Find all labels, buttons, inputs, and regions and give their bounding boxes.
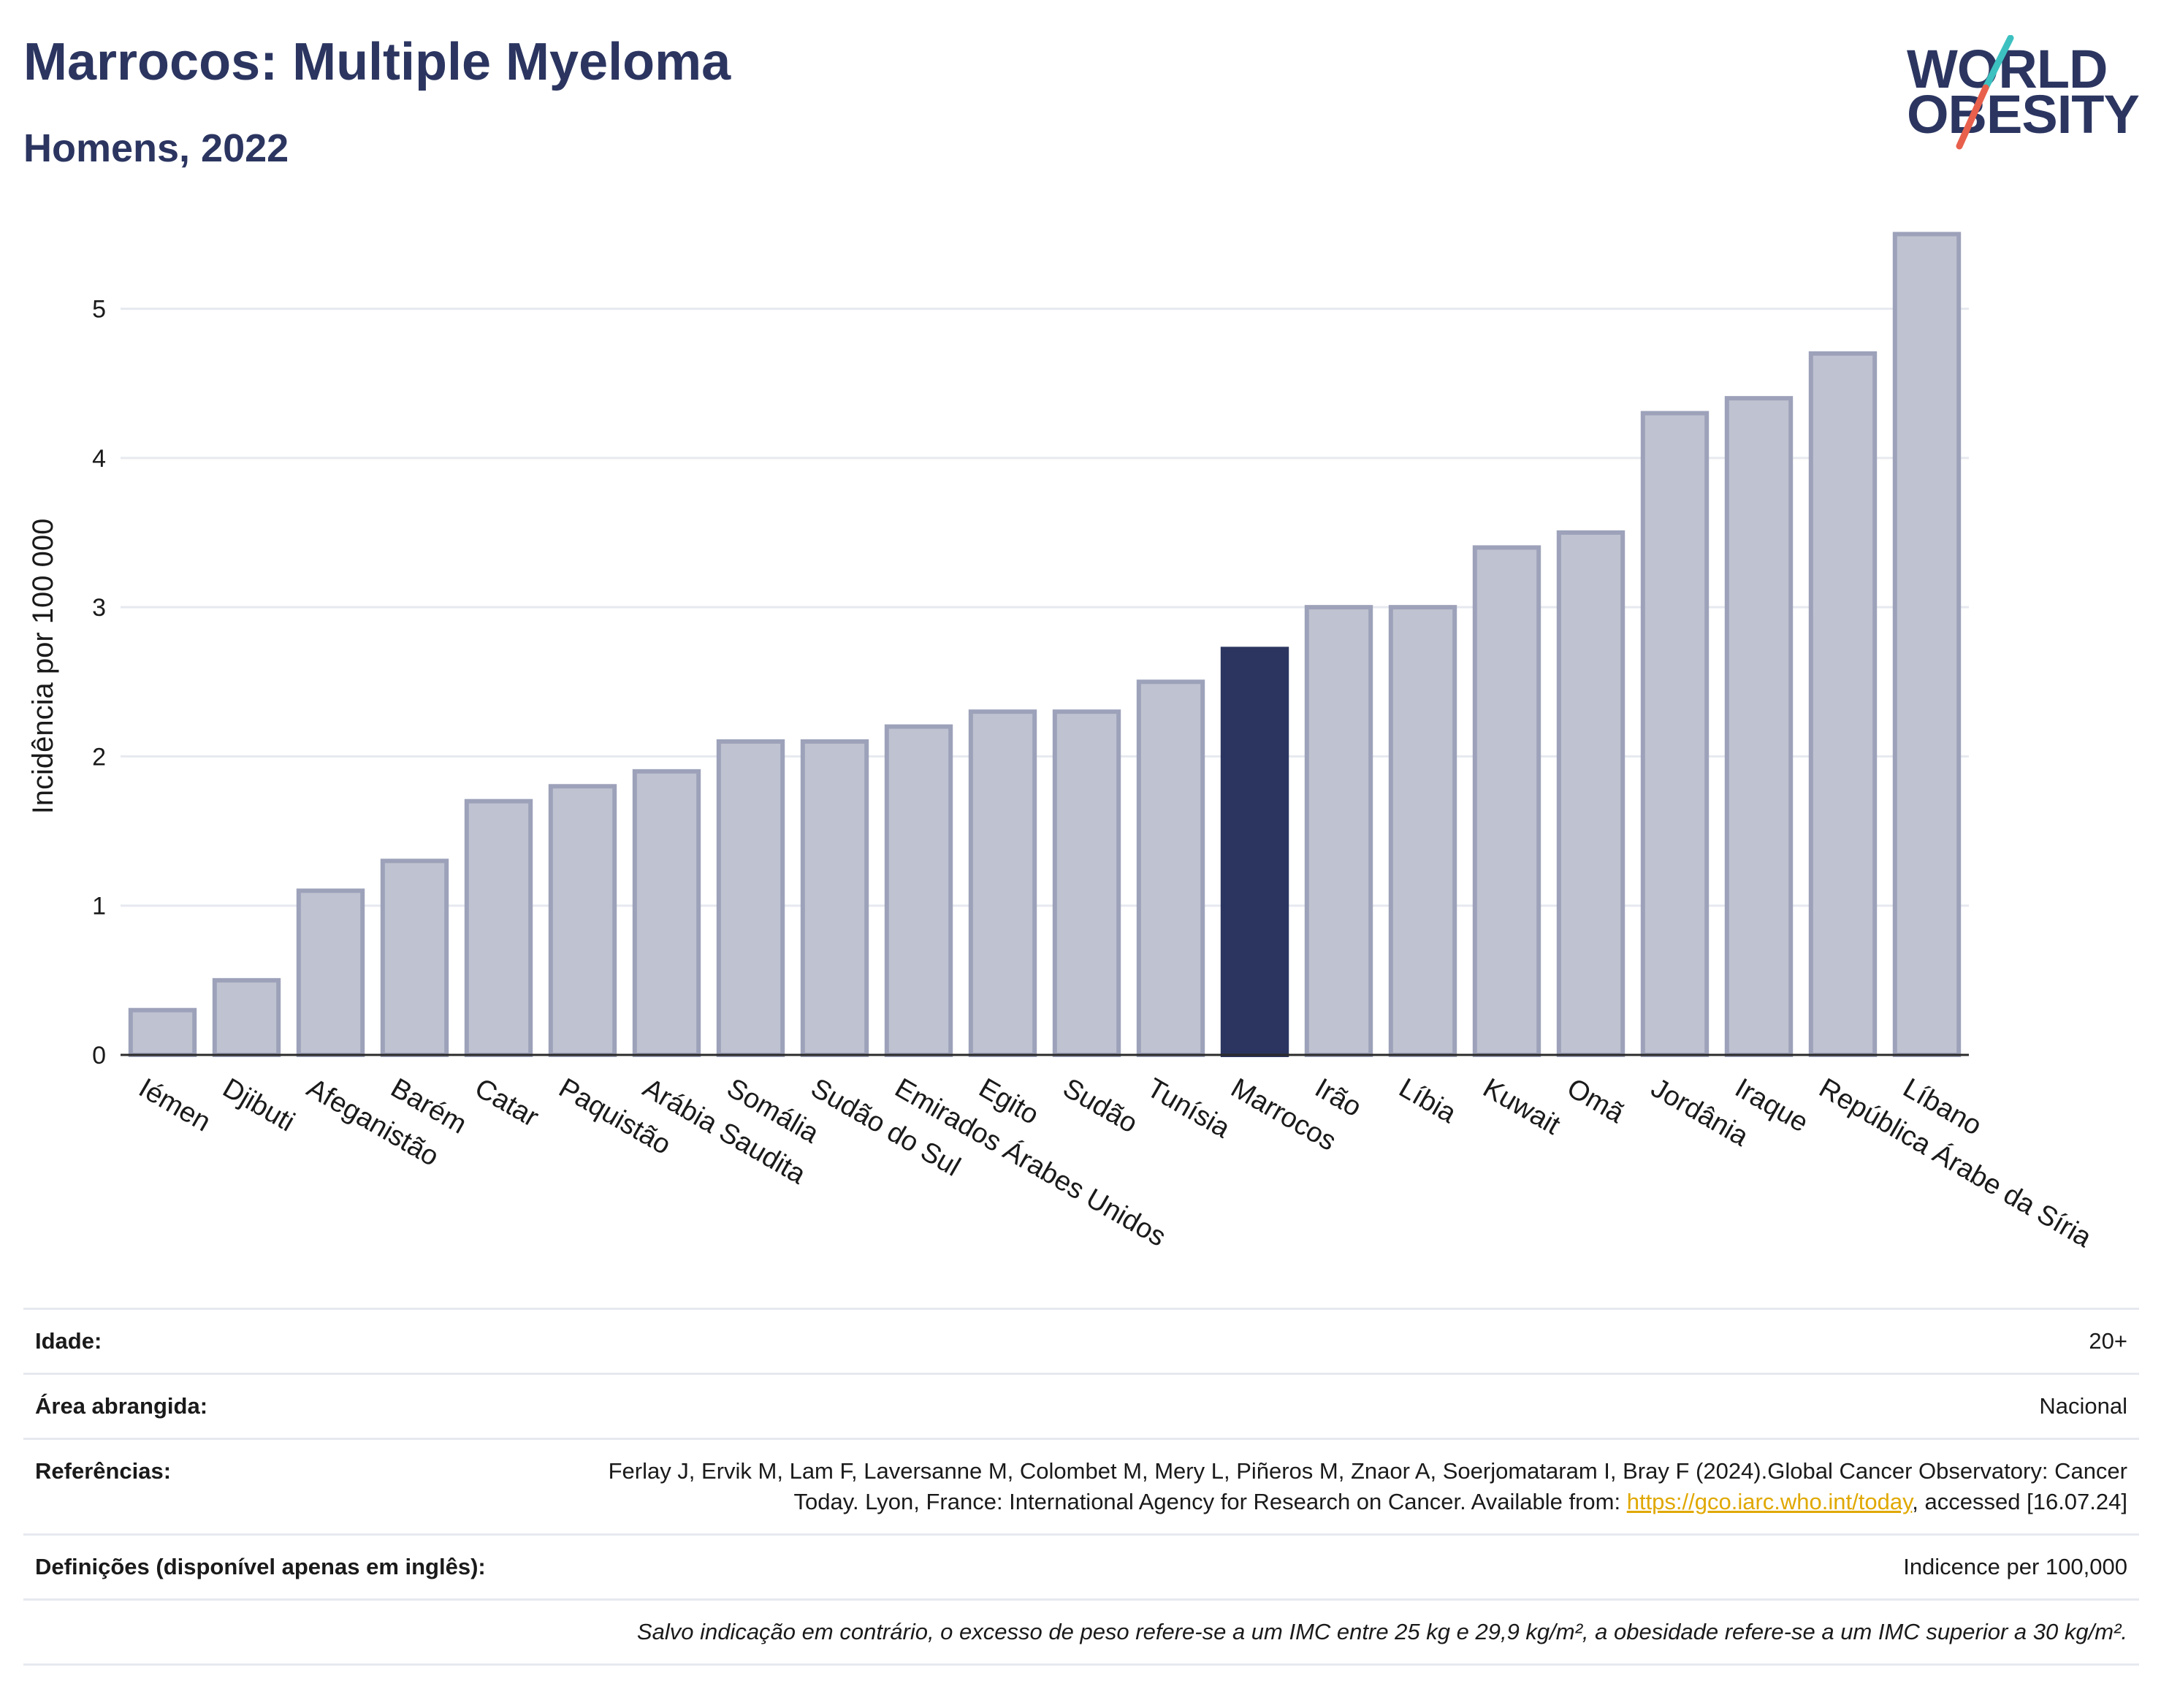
bar-sudão-do-sul <box>800 739 869 1057</box>
bar-líbano <box>1892 232 1962 1057</box>
bar-chart: 0 1 2 3 4 5 Iémen Djibuti AfeganistãoBarémCatar… <box>27 232 2097 1254</box>
definitions-label: Definições (disponível apenas em inglês)… <box>35 1554 486 1579</box>
x-tick-label: Líbia <box>1394 1072 1462 1129</box>
bar-líbia <box>1388 605 1457 1057</box>
x-tick-label: Iémen <box>134 1072 216 1137</box>
info-row-note: Salvo indicação em contrário, o excesso … <box>23 1598 2139 1666</box>
bar-arábia-saudita <box>632 769 701 1058</box>
bar-iraque <box>1724 396 1794 1057</box>
bar-sudão <box>1052 709 1121 1058</box>
world-obesity-logo: WORLD OBESITY <box>1907 35 2148 159</box>
age-label: Idade: <box>35 1328 102 1354</box>
x-tick-label: Sudão <box>1058 1072 1143 1139</box>
x-tick-label: Irão <box>1310 1072 1367 1123</box>
bar-barém <box>380 858 449 1058</box>
y-tick-label: 4 <box>92 445 106 473</box>
bar-kuwait <box>1472 545 1541 1057</box>
references-link[interactable]: https://gco.iarc.who.int/today <box>1626 1489 1913 1514</box>
bars <box>128 232 1962 1058</box>
x-tick-label: Tunísia <box>1142 1072 1235 1144</box>
bar-paquistão <box>548 784 617 1058</box>
bar-catar <box>464 798 533 1057</box>
bar-emirados-árabes-unidos <box>884 724 953 1057</box>
bar-jordânia <box>1640 411 1710 1057</box>
y-tick-label: 2 <box>92 743 106 771</box>
bar-irão <box>1304 605 1373 1057</box>
y-tick-label: 3 <box>92 594 106 622</box>
bar-marrocos <box>1220 647 1289 1057</box>
area-value: Nacional <box>2039 1393 2127 1419</box>
x-tick-label: Kuwait <box>1478 1072 1566 1141</box>
info-table: Idade: 20+ Área abrangida: Nacional Refe… <box>23 1308 2139 1666</box>
bar-afeganistão <box>296 888 365 1058</box>
y-tick-label: 1 <box>92 893 106 920</box>
bar-tunísia <box>1136 679 1205 1057</box>
y-tick-label: 5 <box>92 296 106 324</box>
references-text: Ferlay J, Ervik M, Lam F, Laversanne M, … <box>608 1458 2127 1514</box>
chart-subtitle: Homens, 2022 <box>23 126 289 170</box>
bar-iémen <box>128 1007 197 1057</box>
bar-djibuti <box>212 977 281 1058</box>
bar-república-árabe-da-síria <box>1808 351 1878 1058</box>
references-suffix: , accessed [16.07.24] <box>1912 1489 2127 1514</box>
bar-omã <box>1556 530 1625 1057</box>
info-row-area: Área abrangida: Nacional <box>23 1373 2139 1438</box>
y-tick-label: 0 <box>92 1042 106 1070</box>
y-axis-ticks: 0 1 2 3 4 5 <box>92 296 106 1070</box>
info-row-age: Idade: 20+ <box>23 1308 2139 1373</box>
logo-word-obesity: OBESITY <box>1907 84 2140 145</box>
bar-somália <box>716 739 785 1057</box>
y-axis-title: Incidência por 100 000 <box>27 519 59 815</box>
x-tick-label: Djibuti <box>218 1072 300 1137</box>
references-value: Ferlay J, Ervik M, Lam F, Laversanne M, … <box>593 1456 2127 1517</box>
footnote: Salvo indicação em contrário, o excesso … <box>636 1619 2127 1644</box>
chart-title: Marrocos: Multiple Myeloma <box>23 33 731 91</box>
bar-egito <box>968 709 1037 1058</box>
references-label: Referências: <box>35 1458 172 1484</box>
info-row-definitions: Definições (disponível apenas em inglês)… <box>23 1533 2139 1598</box>
info-row-references: Referências: Ferlay J, Ervik M, Lam F, L… <box>23 1438 2139 1533</box>
logo-slash-icon <box>1956 35 2014 150</box>
x-tick-label: Catar <box>470 1072 544 1133</box>
x-tick-label: Omã <box>1562 1072 1630 1129</box>
age-value: 20+ <box>2089 1328 2127 1354</box>
definitions-value: Indicence per 100,000 <box>1903 1554 2127 1579</box>
area-label: Área abrangida: <box>35 1393 208 1419</box>
